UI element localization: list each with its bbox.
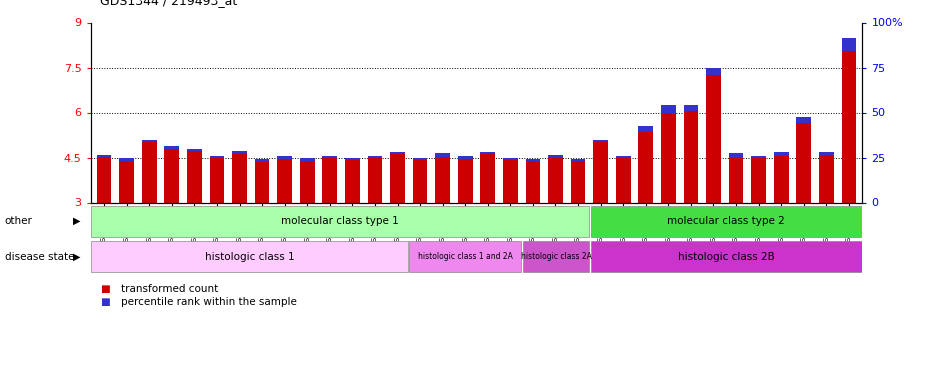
Text: ▶: ▶ [73,252,81,262]
Bar [796,117,810,202]
Bar [457,156,472,203]
Bar [277,156,291,159]
Bar [615,156,630,203]
Bar [209,156,224,158]
Bar [503,158,517,203]
Bar [97,154,111,203]
Text: molecular class type 1: molecular class type 1 [281,216,399,226]
Bar [796,117,810,123]
Bar [187,148,202,151]
Bar [638,126,652,132]
Bar [590,206,861,237]
Bar [187,148,202,202]
Bar [818,152,833,202]
Bar [480,152,495,202]
Bar [367,156,382,203]
Bar [277,156,291,203]
Bar [97,154,111,157]
Bar [435,153,449,157]
Bar [503,158,517,160]
Text: other: other [5,216,32,226]
Bar [367,156,382,158]
Text: percentile rank within the sample: percentile rank within the sample [121,297,297,307]
Bar [142,140,156,202]
Bar [408,242,521,272]
Text: histologic class 1: histologic class 1 [205,252,294,262]
Text: ■: ■ [100,297,109,307]
Bar [480,152,495,154]
Bar [841,38,855,51]
Bar [254,159,269,162]
Bar [683,105,698,111]
Text: transformed count: transformed count [121,284,218,294]
Bar [389,152,405,154]
Bar [661,105,675,202]
Bar [818,152,833,155]
Bar [300,158,314,160]
Bar [526,159,540,161]
Bar [91,242,407,272]
Bar [547,154,563,158]
Bar [570,159,585,161]
Bar [841,38,855,203]
Bar [522,242,588,272]
Bar [615,156,630,158]
Bar [232,152,247,202]
Bar [590,242,861,272]
Text: disease state: disease state [5,252,74,262]
Bar [165,146,179,202]
Bar [547,154,563,203]
Bar [705,68,720,75]
Bar [300,158,314,203]
Bar [750,156,765,203]
Bar [412,158,426,203]
Bar [119,158,134,203]
Text: molecular class type 2: molecular class type 2 [666,216,784,226]
Bar [209,156,224,203]
Bar [593,140,607,202]
Bar [773,152,787,202]
Bar [638,126,652,202]
Bar [322,156,337,158]
Bar [773,152,787,156]
Bar [232,152,247,154]
Bar [728,153,743,203]
Bar [322,156,337,203]
Bar [750,156,765,158]
Bar [728,153,743,158]
Bar [526,159,540,203]
Text: histologic class 2A: histologic class 2A [520,252,591,261]
Text: histologic class 1 and 2A: histologic class 1 and 2A [417,252,512,261]
Bar [142,140,156,142]
Text: histologic class 2B: histologic class 2B [677,252,774,262]
Bar [91,206,588,237]
Bar [165,146,179,149]
Bar [119,158,134,160]
Bar [389,152,405,202]
Text: GDS1344 / 219493_at: GDS1344 / 219493_at [100,0,237,8]
Bar [683,105,698,202]
Bar [457,156,472,159]
Text: ▶: ▶ [73,216,81,226]
Bar [705,68,720,203]
Bar [254,159,269,203]
Bar [435,153,449,203]
Bar [345,158,359,203]
Bar [661,105,675,112]
Bar [570,159,585,203]
Bar [412,158,426,160]
Bar [593,140,607,142]
Text: ■: ■ [100,284,109,294]
Bar [345,158,359,160]
